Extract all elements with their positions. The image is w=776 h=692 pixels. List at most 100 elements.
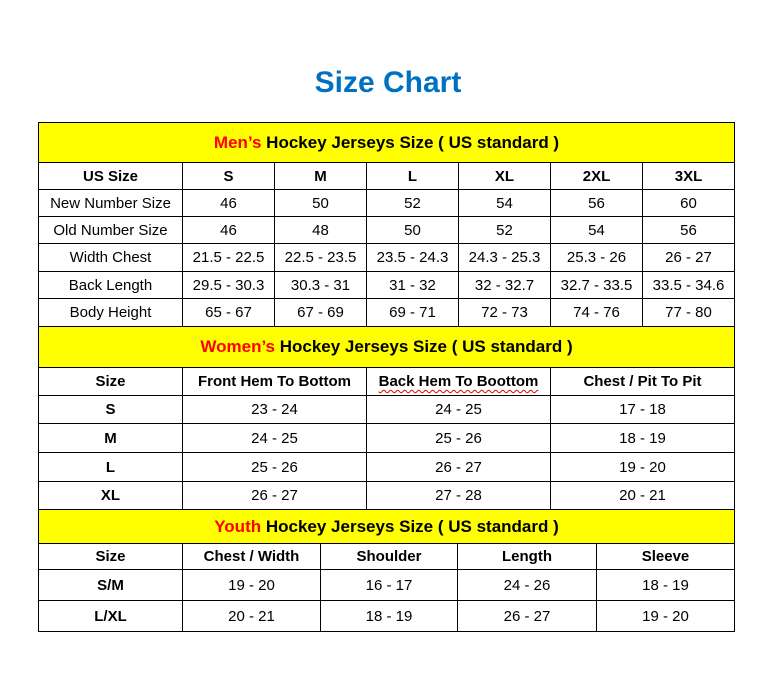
table-cell: 69 - 71	[366, 298, 459, 327]
column-header: 2XL	[550, 162, 643, 190]
table-cell: 18 - 19	[320, 600, 458, 632]
column-header: US Size	[38, 162, 183, 190]
table-cell: 74 - 76	[550, 298, 643, 327]
heading-rest: Hockey Jerseys Size ( US standard )	[261, 516, 559, 536]
table-cell: 77 - 80	[641, 298, 736, 327]
table-cell: 21.5 - 22.5	[182, 243, 275, 272]
table-cell: 52	[366, 189, 459, 217]
heading-prefix: Youth	[214, 516, 262, 536]
table-cell: 19 - 20	[182, 569, 321, 601]
table-cell: 17 - 18	[549, 395, 736, 424]
table-row: Body Height 65 - 67 67 - 69 69 - 71 72 - 73 7…	[38, 298, 736, 327]
column-header: Size	[38, 543, 183, 570]
men-section-heading: Men’s Hockey Jerseys Size ( US standard …	[37, 122, 736, 163]
table-cell: 26 - 27	[641, 243, 736, 272]
row-label: L/XL	[38, 600, 183, 632]
table-cell: 22.5 - 23.5	[274, 243, 367, 272]
row-label: Body Height	[38, 298, 183, 327]
heading-prefix: Men’s	[213, 132, 262, 152]
row-label: New Number Size	[38, 189, 183, 217]
table-cell: 25 - 26	[366, 423, 551, 453]
table-cell: 67 - 69	[274, 298, 367, 327]
table-cell: 20 - 21	[182, 600, 321, 632]
table-cell: 26 - 27	[366, 452, 551, 482]
column-header: Chest / Width	[182, 543, 321, 570]
table-cell: 56	[641, 216, 736, 244]
table-cell: 32 - 32.7	[458, 271, 551, 299]
column-header: Sleeve	[596, 543, 735, 570]
column-header: Front Hem To Bottom	[182, 367, 367, 396]
table-cell: 24 - 25	[182, 423, 367, 453]
table-cell: 48	[274, 216, 367, 244]
table-cell: 33.5 - 34.6	[641, 271, 736, 299]
table-cell: 24 - 25	[366, 395, 551, 424]
table-cell: 46	[182, 216, 275, 244]
table-cell: 25 - 26	[182, 452, 367, 482]
table-row: S/M 19 - 20 16 - 17 24 - 26 18 - 19	[38, 569, 735, 601]
heading-rest: Hockey Jerseys Size ( US standard )	[261, 132, 560, 152]
table-cell: 25.3 - 26	[550, 243, 643, 272]
column-header: XL	[458, 162, 551, 190]
table-cell: 16 - 17	[320, 569, 458, 601]
column-header: Shoulder	[320, 543, 458, 570]
table-row: New Number Size 46 50 52 54 56 60	[38, 189, 736, 217]
table-cell: 19 - 20	[596, 600, 735, 632]
table-cell: 52	[458, 216, 551, 244]
table-row: Old Number Size 46 48 50 52 54 56	[38, 216, 736, 244]
page-title: Size Chart	[314, 66, 462, 99]
youth-section-heading: Youth Hockey Jerseys Size ( US standard …	[38, 509, 735, 544]
table-row: L 25 - 26 26 - 27 19 - 20	[38, 452, 736, 482]
column-header: 3XL	[641, 162, 736, 190]
column-header: S	[182, 162, 275, 190]
table-cell: 18 - 19	[549, 423, 736, 453]
row-label: Old Number Size	[38, 216, 183, 244]
table-cell: 27 - 28	[366, 481, 551, 510]
table-cell: 54	[458, 189, 551, 217]
column-header: Chest / Pit To Pit	[549, 367, 736, 396]
table-cell: 29.5 - 30.3	[182, 271, 275, 299]
row-label: Width Chest	[38, 243, 183, 272]
womens-size-table: Women’s Hockey Jerseys Size ( US standar…	[37, 326, 736, 510]
row-label: S	[38, 395, 183, 424]
column-header: Back Hem To Boottom	[366, 367, 551, 396]
row-label: M	[38, 423, 183, 453]
table-row: L/XL 20 - 21 18 - 19 26 - 27 19 - 20	[38, 600, 735, 632]
table-cell: 26 - 27	[182, 481, 367, 510]
table-cell: 54	[550, 216, 643, 244]
table-cell: 19 - 20	[549, 452, 736, 482]
row-label: Back Length	[38, 271, 183, 299]
table-cell: 65 - 67	[182, 298, 275, 327]
heading-prefix: Women’s	[200, 337, 275, 356]
table-cell: 50	[366, 216, 459, 244]
table-row: XL 26 - 27 27 - 28 20 - 21	[38, 481, 736, 510]
table-row: Width Chest 21.5 - 22.5 22.5 - 23.5 23.5 - …	[38, 243, 736, 272]
table-cell: 24 - 26	[457, 569, 597, 601]
table-cell: 56	[550, 189, 643, 217]
table-row: S 23 - 24 24 - 25 17 - 18	[38, 395, 736, 424]
mens-size-table: Men’s Hockey Jerseys Size ( US standard …	[37, 122, 736, 327]
women-section-heading: Women’s Hockey Jerseys Size ( US standar…	[37, 326, 736, 368]
table-cell: 23.5 - 24.3	[366, 243, 459, 272]
column-header: Length	[457, 543, 597, 570]
table-row: M 24 - 25 25 - 26 18 - 19	[38, 423, 736, 453]
table-cell: 31 - 32	[366, 271, 459, 299]
table-cell: 32.7 - 33.5	[550, 271, 643, 299]
heading-rest: Hockey Jerseys Size ( US standard )	[275, 337, 573, 356]
table-cell: 30.3 - 31	[274, 271, 367, 299]
row-label: L	[38, 452, 183, 482]
table-cell: 26 - 27	[457, 600, 597, 632]
column-header: Size	[38, 367, 183, 396]
table-cell: 23 - 24	[182, 395, 367, 424]
table-cell: 50	[274, 189, 367, 217]
youth-size-table: Youth Hockey Jerseys Size ( US standard …	[38, 509, 735, 632]
table-cell: 18 - 19	[596, 569, 735, 601]
column-header: L	[366, 162, 459, 190]
table-row: Back Length 29.5 - 30.3 30.3 - 31 31 - 32 32…	[38, 271, 736, 299]
table-cell: 72 - 73	[458, 298, 551, 327]
table-cell: 20 - 21	[549, 481, 736, 510]
table-cell: 24.3 - 25.3	[458, 243, 551, 272]
table-cell: 60	[641, 189, 736, 217]
row-label: S/M	[38, 569, 183, 601]
column-header: M	[274, 162, 367, 190]
row-label: XL	[38, 481, 183, 510]
